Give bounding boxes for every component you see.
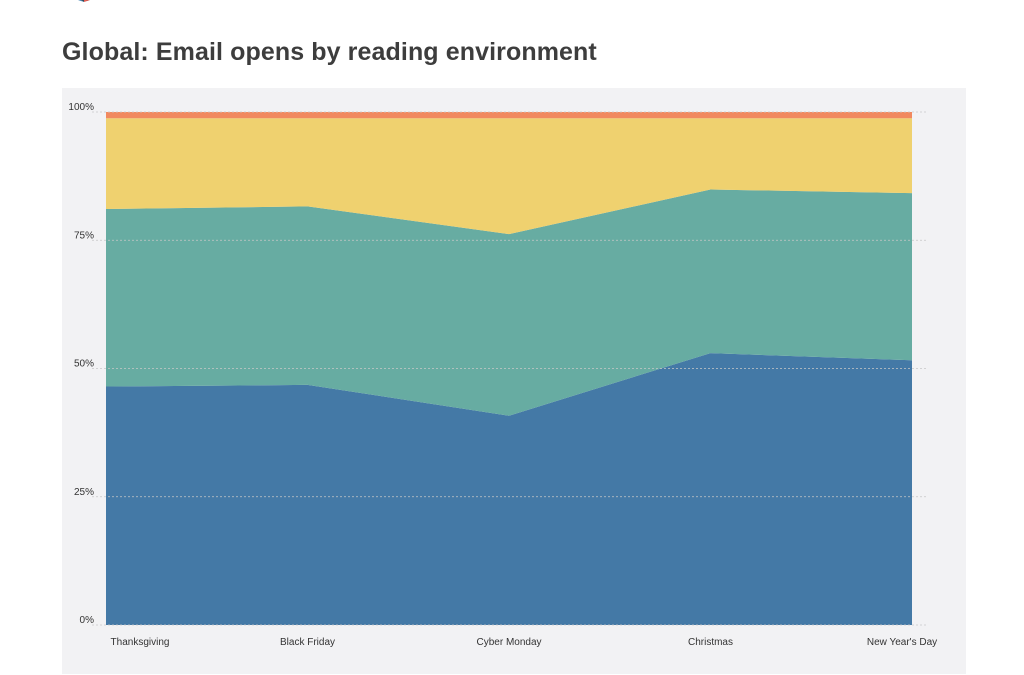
stacked-area-chart: 0% 25% 50% 75% 100% Thanksgiving Black Friday… xyxy=(68,102,938,648)
y-tick-label: 75% xyxy=(74,230,94,241)
gridlines xyxy=(92,111,928,626)
area-series-1 xyxy=(106,353,912,625)
y-tick-label: 0% xyxy=(80,615,95,626)
y-tick-label: 25% xyxy=(74,487,94,498)
chart-panel: 0% 25% 50% 75% 100% Thanksgiving Black Friday… xyxy=(62,88,966,674)
area-series-4 xyxy=(106,112,912,119)
area-series-2 xyxy=(106,189,912,416)
page-title: Global: Email opens by reading environme… xyxy=(62,38,597,66)
pie-logo-icon xyxy=(78,0,90,2)
x-tick-label: New Year's Day xyxy=(867,637,937,648)
y-axis-tick-labels: 0% 25% 50% 75% 100% xyxy=(68,102,94,626)
x-axis-tick-labels: Thanksgiving Black Friday Cyber Monday Chri… xyxy=(111,637,938,648)
x-tick-label: Thanksgiving xyxy=(111,637,170,648)
x-tick-label: Cyber Monday xyxy=(476,637,541,648)
area-series-3 xyxy=(106,118,912,235)
y-tick-label: 50% xyxy=(74,359,94,370)
area-series-group xyxy=(106,112,912,625)
x-tick-label: Christmas xyxy=(688,637,733,648)
y-tick-label: 100% xyxy=(68,102,94,113)
x-tick-label: Black Friday xyxy=(280,637,335,648)
